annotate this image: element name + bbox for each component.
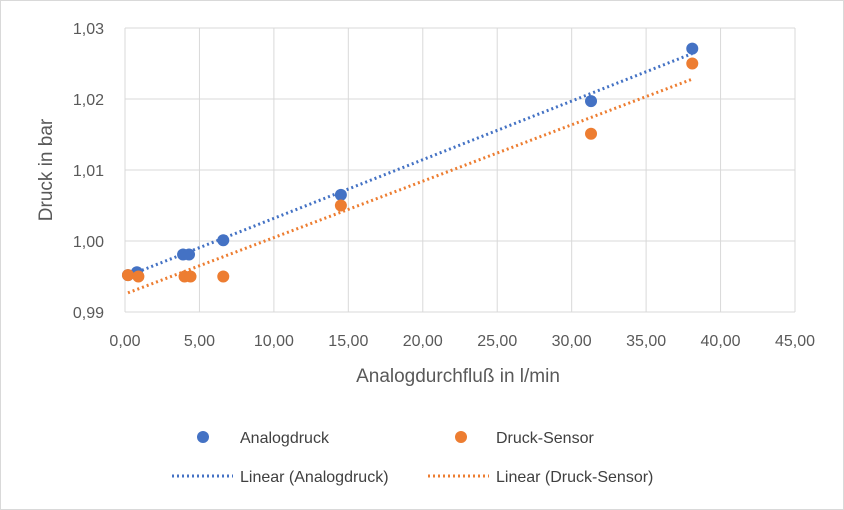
data-point-druck-sensor (686, 57, 699, 70)
gridlines (124, 27, 796, 313)
trendline-analogdruck (127, 52, 693, 278)
x-axis-title: Analogdurchfluß in l/min (356, 366, 560, 387)
x-tick-label: 5,00 (184, 333, 215, 350)
trendline-druck-sensor (127, 77, 693, 295)
x-tick-label: 10,00 (254, 333, 294, 350)
data-point-druck-sensor (132, 270, 145, 283)
data-point-analogdruck (217, 234, 230, 247)
x-tick-label: 15,00 (328, 333, 368, 350)
legend-marker-druck-sensor (455, 431, 467, 443)
legend: Analogdruck Druck-Sensor Linear (Analogd… (172, 430, 653, 486)
data-point-analogdruck (334, 188, 347, 201)
data-point-druck-sensor (184, 270, 197, 283)
x-tick-label: 30,00 (552, 333, 592, 350)
y-tick-label: 1,03 (73, 21, 104, 38)
y-tick-label: 1,00 (73, 234, 104, 251)
x-tick-labels: 0,00 5,00 10,00 15,00 20,00 25,00 30,00 35,00 40… (109, 333, 815, 350)
x-tick-label: 20,00 (403, 333, 443, 350)
data-points (121, 42, 699, 283)
trendlines (127, 52, 693, 295)
data-point-druck-sensor (217, 270, 230, 283)
legend-label-druck-sensor: Druck-Sensor (496, 430, 594, 447)
y-axis-title: Druck in bar (36, 118, 57, 221)
x-tick-label: 25,00 (477, 333, 517, 350)
y-tick-labels: 0,99 1,00 1,01 1,02 1,03 (73, 21, 104, 322)
x-tick-label: 35,00 (626, 333, 666, 350)
data-point-analogdruck (183, 248, 196, 261)
x-tick-label: 0,00 (109, 333, 140, 350)
legend-label-linear-druck-sensor: Linear (Druck-Sensor) (496, 469, 653, 486)
legend-marker-analogdruck (197, 431, 209, 443)
legend-label-linear-analogdruck: Linear (Analogdruck) (240, 469, 389, 486)
data-point-druck-sensor (334, 199, 347, 212)
y-tick-label: 0,99 (73, 305, 104, 322)
data-point-analogdruck (686, 42, 699, 55)
data-point-druck-sensor (121, 269, 134, 282)
y-tick-label: 1,02 (73, 92, 104, 109)
data-point-druck-sensor (585, 127, 598, 140)
x-tick-label: 40,00 (701, 333, 741, 350)
legend-label-analogdruck: Analogdruck (240, 430, 330, 447)
x-tick-label: 45,00 (775, 333, 815, 350)
data-point-analogdruck (585, 95, 598, 108)
y-tick-label: 1,01 (73, 163, 104, 180)
